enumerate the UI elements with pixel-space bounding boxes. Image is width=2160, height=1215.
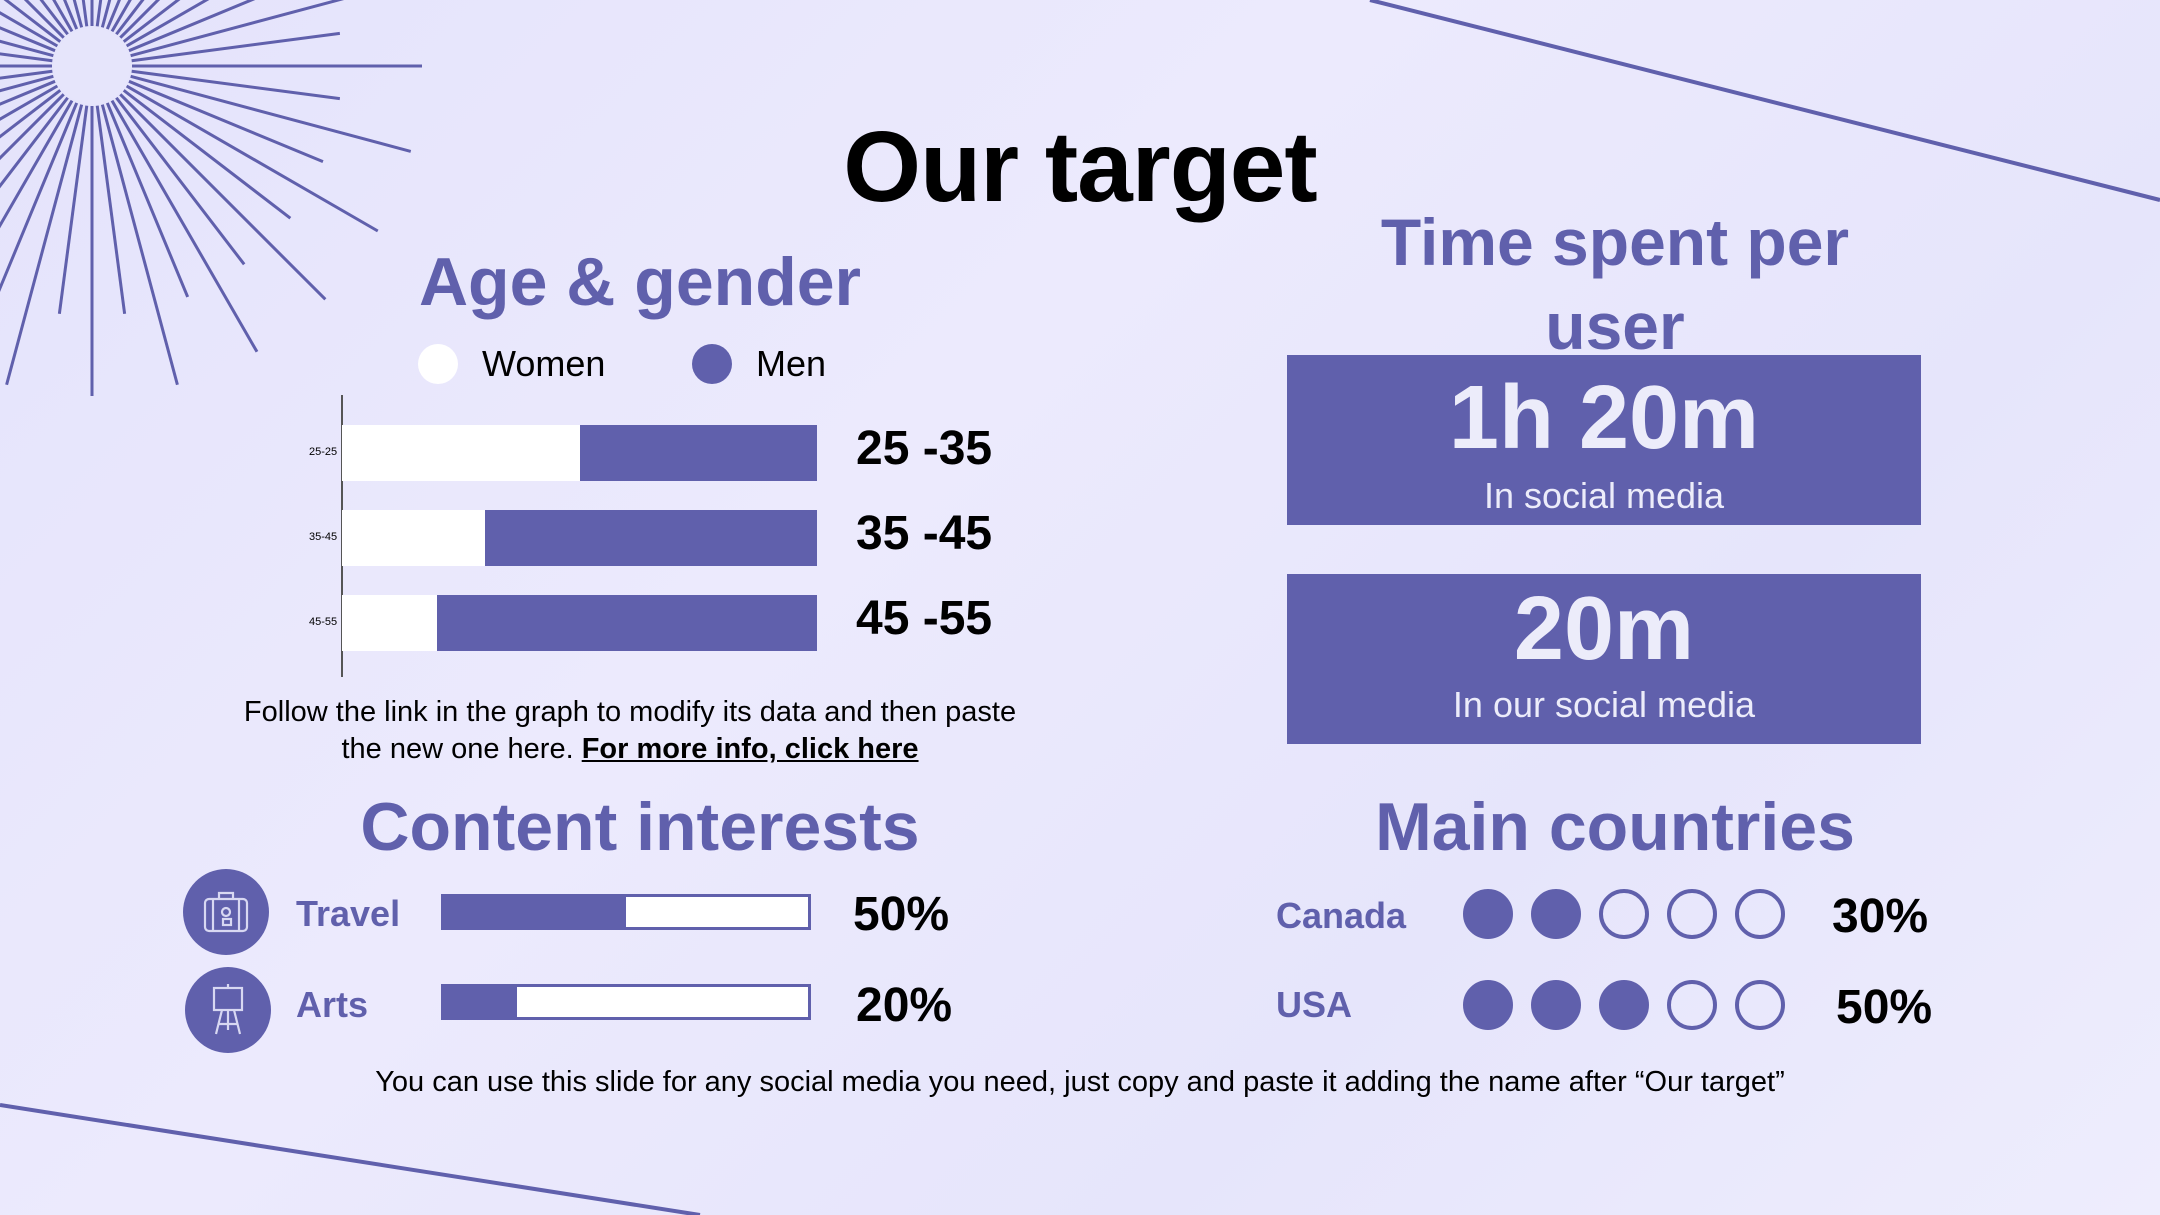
more-info-link[interactable]: For more info, click here	[581, 733, 919, 765]
chart-note: Follow the link in the graph to modify i…	[130, 694, 1130, 768]
sunburst-decoration	[0, 0, 422, 396]
dot-empty	[1667, 980, 1717, 1030]
interest-percent-arts: 20%	[856, 979, 953, 1032]
age-range-label: 35 -45	[856, 507, 993, 560]
travel-icon-circle	[183, 869, 269, 955]
legend-men-label: Men	[756, 343, 827, 384]
bar-row	[342, 595, 817, 651]
dot-filled	[1531, 980, 1581, 1030]
interest-label-travel: Travel	[296, 893, 401, 934]
bar-segment-women	[342, 425, 580, 481]
country-percent-canada: 30%	[1832, 890, 1929, 943]
country-dots-usa	[1463, 980, 1803, 1035]
chart-note-line2: the new one here. For more info, click h…	[130, 731, 1130, 768]
content-interests-title: Content interests	[360, 789, 920, 865]
dot-empty	[1599, 889, 1649, 939]
bar-segment-women	[342, 510, 485, 566]
bar-row	[342, 510, 817, 566]
main-countries-title: Main countries	[1375, 789, 1855, 865]
interest-progress-travel	[441, 894, 811, 930]
dot-empty	[1735, 889, 1785, 939]
stat-value: 1h 20m	[1448, 368, 1760, 468]
legend-men: Men	[692, 343, 826, 385]
dot-filled	[1463, 980, 1513, 1030]
dot-empty	[1667, 889, 1717, 939]
bar-segment-men	[437, 595, 817, 651]
stat-box-social-media: 1h 20m In social media	[1287, 355, 1921, 525]
easel-icon	[212, 984, 244, 1035]
dot-empty	[1735, 980, 1785, 1030]
stat-label: In social media	[1483, 475, 1725, 516]
age-range-label: 25 -35	[856, 422, 993, 475]
dot-filled	[1531, 889, 1581, 939]
tick-label: 45-55	[309, 616, 338, 628]
interest-progress-arts	[441, 984, 811, 1020]
legend-men-swatch	[692, 344, 732, 384]
bar-row	[342, 425, 817, 481]
arts-icon-circle	[185, 967, 271, 1053]
bar-segment-men	[484, 510, 817, 566]
country-dots-canada	[1463, 889, 1803, 944]
time-spent-title: Time spent per user	[1380, 205, 1850, 363]
tick-label: 35-45	[309, 531, 338, 543]
stat-value: 20m	[1513, 579, 1695, 679]
age-gender-title: Age & gender	[418, 244, 862, 320]
interest-progress-fill	[444, 987, 517, 1017]
interest-label-arts: Arts	[296, 984, 369, 1025]
age-range-label: 45 -55	[856, 592, 993, 645]
interest-progress-fill	[444, 897, 626, 927]
stat-box-our-social-media: 20m In our social media	[1287, 574, 1921, 744]
bar-segment-men	[579, 425, 817, 481]
stat-label: In our social media	[1452, 684, 1756, 725]
country-percent-usa: 50%	[1836, 981, 1933, 1034]
dot-filled	[1463, 889, 1513, 939]
tick-label: 25-25	[309, 446, 338, 458]
dot-filled	[1599, 980, 1649, 1030]
legend-women-label: Women	[482, 343, 606, 384]
bar-segment-women	[342, 595, 437, 651]
page-title: Our target	[843, 111, 1317, 223]
legend-women-swatch	[418, 344, 458, 384]
country-label-canada: Canada	[1276, 895, 1407, 936]
legend-women: Women	[418, 343, 605, 385]
country-label-usa: USA	[1276, 984, 1353, 1025]
chart-note-text2: the new one here.	[341, 733, 574, 765]
interest-percent-travel: 50%	[853, 888, 950, 941]
footer-note: You can use this slide for any social me…	[375, 1066, 1785, 1098]
chart-note-line1: Follow the link in the graph to modify i…	[243, 696, 1017, 728]
luggage-icon	[203, 891, 249, 933]
